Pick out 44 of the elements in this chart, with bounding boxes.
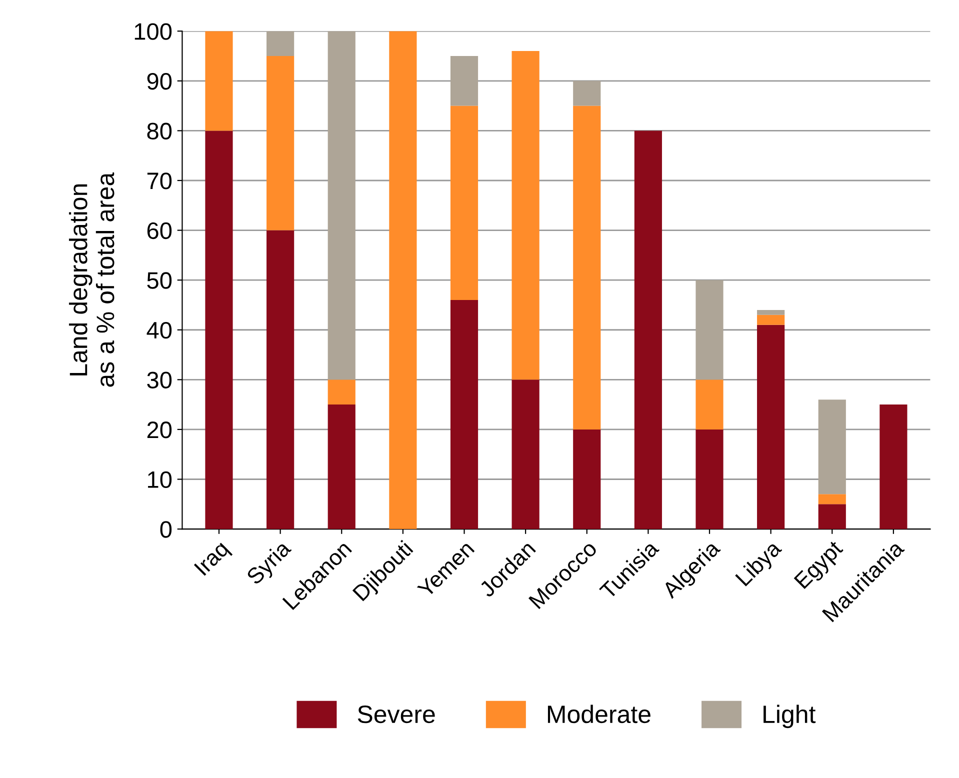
bar (450, 300, 478, 530)
bar (389, 31, 417, 530)
bar (205, 130, 233, 530)
bar (573, 80, 601, 106)
bar (266, 31, 294, 56)
bar (573, 106, 601, 430)
bar (450, 106, 478, 300)
y-tick-label: 60 (147, 222, 172, 240)
bar (757, 314, 785, 325)
bar (818, 494, 846, 504)
bar (696, 429, 724, 530)
bar (205, 31, 233, 131)
bar (512, 51, 540, 380)
y-tick-label: 50 (147, 272, 172, 289)
y-tick-label: 80 (147, 122, 172, 140)
legend-label: Moderate (548, 704, 650, 724)
bar (880, 404, 908, 530)
y-tick-label: 20 (147, 422, 172, 438)
y-tick-label: 30 (147, 372, 172, 388)
y-tick-label: 100 (134, 23, 172, 40)
y-tick-label: 40 (146, 322, 172, 339)
bar (328, 404, 356, 530)
legend-label: Light (764, 704, 816, 728)
bar (696, 280, 724, 380)
bar (328, 380, 356, 405)
bar (818, 504, 846, 530)
legend-label: Severe (358, 705, 435, 724)
bar (757, 324, 785, 530)
bar (328, 31, 356, 380)
y-axis-title: Land degradation as a % of total area (68, 172, 114, 387)
bar (450, 56, 478, 106)
y-tick-label: 90 (147, 72, 172, 90)
x-tick-label: Iraq (194, 540, 233, 580)
bar (757, 310, 785, 315)
bar (266, 56, 294, 230)
y-tick-label: 0 (160, 521, 172, 538)
bar (573, 429, 601, 530)
bar (512, 380, 540, 530)
bar (696, 380, 724, 430)
bar (818, 400, 846, 494)
bar (266, 230, 294, 530)
y-tick-label: 70 (147, 172, 172, 190)
y-tick-label: 10 (148, 471, 172, 488)
bar (634, 130, 662, 530)
